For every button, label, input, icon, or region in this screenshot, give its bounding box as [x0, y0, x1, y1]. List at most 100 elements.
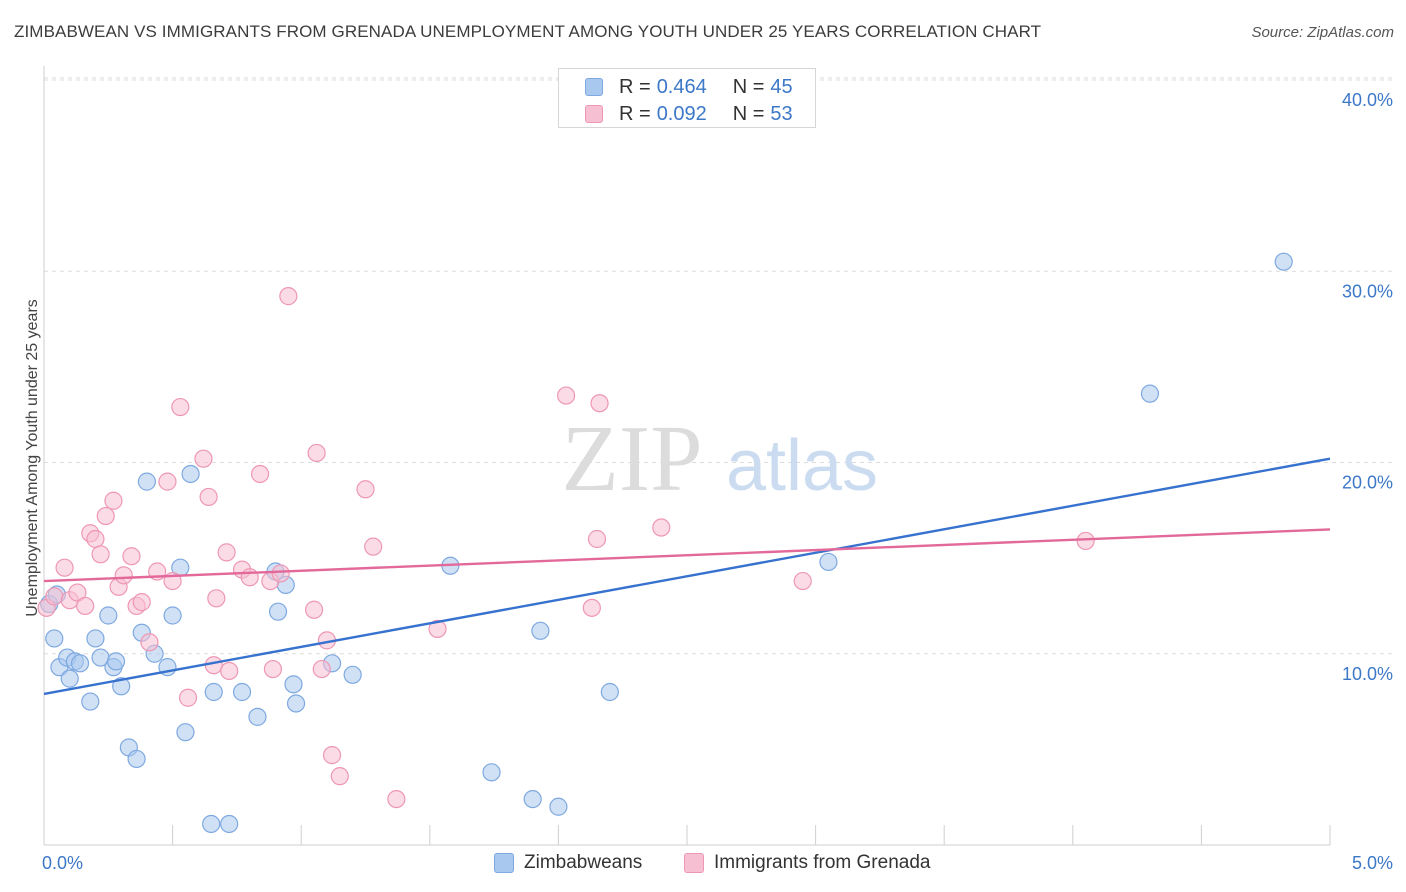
data-point	[652, 518, 671, 537]
data-point	[106, 652, 126, 671]
trend-lines	[43, 457, 1331, 696]
data-point	[248, 707, 267, 726]
grenada-points	[37, 287, 1095, 809]
data-points	[37, 252, 1293, 834]
data-point	[127, 749, 146, 769]
data-point	[207, 589, 226, 608]
y-tick-label: 40.0%	[1342, 90, 1393, 110]
data-point	[104, 491, 123, 510]
data-point	[343, 665, 362, 684]
data-point	[194, 449, 213, 468]
data-point	[220, 661, 239, 681]
legend-item-zimbabweans: Zimbabweans	[494, 852, 642, 874]
data-point	[81, 692, 100, 711]
data-point	[55, 558, 74, 577]
y-axis-label: Unemployment Among Youth under 25 years	[24, 299, 41, 617]
y-tick-label: 10.0%	[1342, 664, 1393, 684]
r-value: 0.092	[656, 102, 707, 125]
legend-item-grenada: Immigrants from Grenada	[684, 852, 930, 874]
axes	[43, 66, 1331, 846]
data-point	[76, 596, 95, 616]
n-value: 45	[770, 75, 793, 98]
stats-row-grenada: R = 0.092 N = 53	[585, 102, 793, 126]
data-point	[70, 654, 90, 673]
data-point	[240, 568, 259, 587]
watermark: ZIP atlas	[562, 407, 879, 511]
data-point	[202, 814, 221, 834]
data-point	[590, 394, 609, 413]
stats-row-zimbabweans: R = 0.464 N = 45	[585, 75, 793, 99]
tick-labels: 10.0% 20.0% 30.0% 40.0% 0.0% 5.0%	[42, 90, 1393, 873]
data-point	[523, 789, 542, 809]
y-tick-label: 20.0%	[1342, 473, 1393, 493]
data-point	[271, 564, 290, 583]
r-label: R =	[619, 102, 651, 125]
data-point	[279, 287, 298, 306]
data-point	[286, 694, 306, 713]
data-point	[587, 529, 607, 549]
stats-legend: R = 0.464 N = 45 R = 0.092 N = 53	[558, 68, 816, 128]
data-point	[356, 480, 375, 499]
source-label: Source: ZipAtlas.com	[1251, 24, 1394, 41]
data-point	[60, 669, 79, 688]
n-label: N =	[732, 102, 765, 125]
data-point	[122, 547, 141, 566]
data-point	[819, 552, 838, 572]
data-point	[140, 633, 159, 652]
data-point	[232, 682, 252, 702]
grenada-legend-swatch	[684, 853, 704, 873]
legend-label: Immigrants from Grenada	[714, 852, 931, 873]
data-point	[1140, 384, 1160, 403]
data-point	[549, 797, 568, 816]
data-point	[137, 472, 156, 491]
data-point	[204, 656, 223, 675]
data-point	[45, 629, 64, 648]
data-point	[284, 675, 303, 694]
n-value: 53	[770, 102, 793, 125]
data-point	[268, 602, 288, 621]
watermark-zip: ZIP	[562, 407, 703, 511]
data-point	[250, 464, 270, 484]
data-point	[176, 723, 195, 742]
data-point	[86, 529, 105, 549]
chart-title: ZIMBABWEAN VS IMMIGRANTS FROM GRENADA UN…	[14, 22, 1042, 41]
data-point	[68, 583, 87, 602]
r-value: 0.464	[656, 75, 707, 98]
y-tick-label: 30.0%	[1342, 281, 1393, 301]
data-point	[112, 677, 131, 696]
data-point	[531, 621, 550, 640]
data-point	[482, 763, 501, 782]
data-point	[217, 543, 236, 562]
data-point	[163, 606, 182, 625]
data-point	[99, 606, 118, 625]
data-point	[263, 659, 283, 679]
data-point	[132, 593, 151, 612]
data-point	[96, 506, 115, 526]
data-point	[304, 600, 324, 619]
data-point	[582, 598, 601, 617]
data-point	[220, 814, 239, 834]
data-point	[45, 587, 64, 606]
data-point	[158, 472, 177, 491]
data-point	[387, 789, 406, 809]
data-point	[307, 443, 326, 463]
data-point	[171, 397, 190, 417]
zimbabweans-points	[40, 252, 1293, 834]
x-tick-label: 5.0%	[1352, 853, 1393, 873]
data-point	[181, 464, 200, 484]
data-point	[600, 682, 619, 702]
data-point	[199, 487, 218, 507]
x-tick-label: 0.0%	[42, 853, 83, 873]
watermark-atlas: atlas	[726, 426, 878, 506]
zimbabweans-legend-swatch	[494, 853, 514, 873]
data-point	[364, 537, 383, 556]
legend-label: Zimbabweans	[524, 852, 643, 873]
series-legend: Zimbabweans Immigrants from Grenada	[0, 852, 1406, 878]
data-point	[330, 767, 349, 786]
data-point	[557, 386, 576, 405]
r-label: R =	[619, 75, 651, 98]
data-point	[204, 682, 223, 702]
grenada-swatch	[585, 105, 603, 123]
data-point	[1274, 252, 1293, 271]
